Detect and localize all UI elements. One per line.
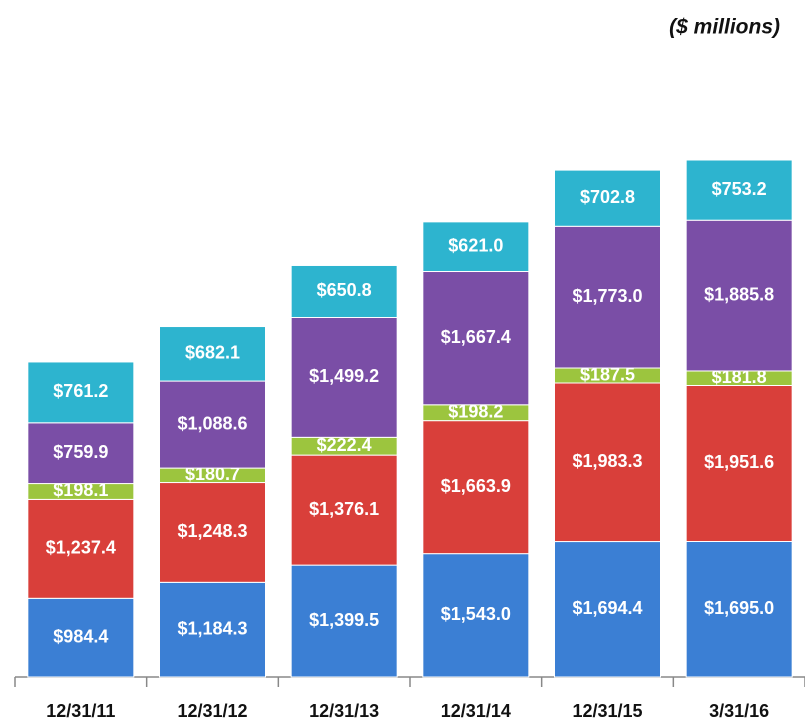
bar-segment xyxy=(422,221,530,273)
value-label: $753.2 xyxy=(712,179,767,199)
value-label: $682.1 xyxy=(185,343,240,363)
value-label: $198.2 xyxy=(448,401,503,421)
value-label: $761.2 xyxy=(53,381,108,401)
bar-segment xyxy=(422,420,530,555)
value-label: $1,773.0 xyxy=(572,286,642,306)
value-label: $1,376.1 xyxy=(309,499,379,519)
value-label: $222.4 xyxy=(317,435,372,455)
bar-segment xyxy=(27,498,135,599)
bar-segment xyxy=(27,597,135,678)
value-label: $1,667.4 xyxy=(441,327,511,347)
value-label: $180.7 xyxy=(185,464,240,484)
bar-segment xyxy=(290,264,398,318)
value-label: $1,983.3 xyxy=(572,451,642,471)
bar-segment xyxy=(159,326,266,382)
value-label: $702.8 xyxy=(580,187,635,207)
bar-segment xyxy=(554,382,661,543)
value-label: $1,694.4 xyxy=(572,598,642,618)
bar-segment xyxy=(159,581,266,678)
bar-segment xyxy=(554,541,661,678)
bar-segment xyxy=(290,454,398,566)
value-label: $1,399.5 xyxy=(309,610,379,630)
value-label: $1,184.3 xyxy=(177,618,247,638)
value-label: $1,663.9 xyxy=(441,476,511,496)
x-tick-label: 12/31/14 xyxy=(441,701,511,721)
bar-segment xyxy=(27,361,135,424)
value-label: $1,695.0 xyxy=(704,598,774,618)
x-tick-label: 12/31/15 xyxy=(572,701,642,721)
bar-segment xyxy=(554,225,661,369)
bar-segment xyxy=(290,564,398,678)
value-label: $1,237.4 xyxy=(46,538,116,558)
x-tick-label: 12/31/12 xyxy=(177,701,247,721)
bar-segment xyxy=(685,159,793,221)
bar-segment xyxy=(27,422,135,485)
value-label: $181.8 xyxy=(712,367,767,387)
value-label: $198.1 xyxy=(53,480,108,500)
bar-segment xyxy=(290,316,398,438)
bar-segment xyxy=(159,482,266,583)
bar-segment xyxy=(422,553,530,678)
bar-segment xyxy=(422,271,530,406)
x-tick-label: 3/31/16 xyxy=(709,701,769,721)
value-label: $984.4 xyxy=(53,626,108,646)
value-label: $1,499.2 xyxy=(309,366,379,386)
value-label: $1,543.0 xyxy=(441,604,511,624)
bar-segment xyxy=(159,380,266,469)
value-label: $650.8 xyxy=(317,280,372,300)
value-label: $1,885.8 xyxy=(704,284,774,304)
bar-segment xyxy=(554,169,661,227)
value-label: $759.9 xyxy=(53,442,108,462)
value-label: $621.0 xyxy=(448,235,503,255)
x-tick-label: 12/31/11 xyxy=(46,701,115,721)
value-label: $1,248.3 xyxy=(177,521,247,541)
value-label: $1,951.6 xyxy=(704,452,774,472)
value-label: $1,088.6 xyxy=(177,413,247,433)
value-label: $187.5 xyxy=(580,364,635,384)
x-tick-label: 12/31/13 xyxy=(309,701,379,721)
chart-subtitle: ($ millions) xyxy=(669,16,780,39)
